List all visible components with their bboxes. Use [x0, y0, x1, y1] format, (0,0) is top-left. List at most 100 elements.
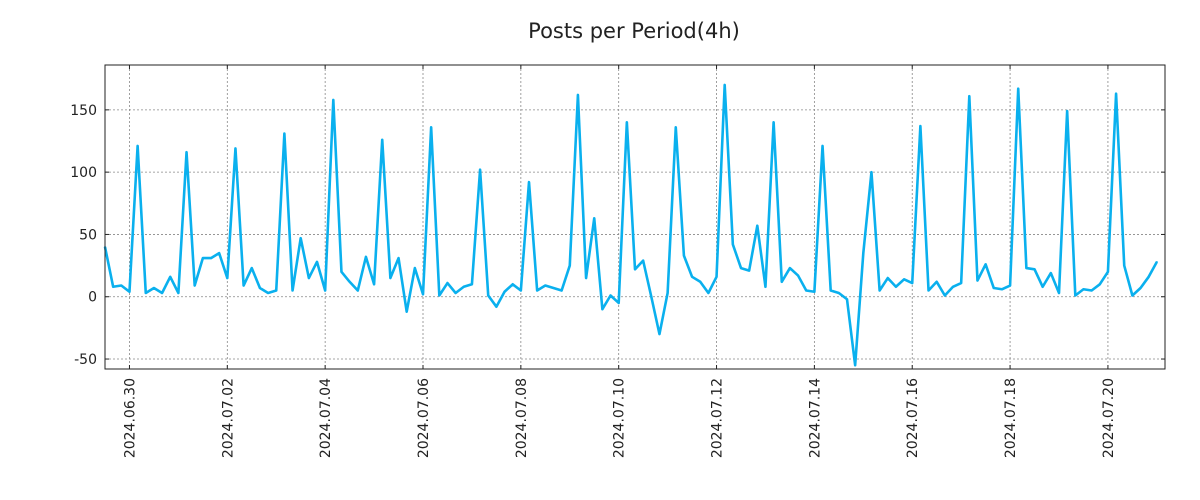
data-point [503, 290, 506, 293]
data-point [348, 280, 351, 283]
data-point [593, 217, 596, 220]
data-point [316, 260, 318, 263]
data-point [1001, 288, 1003, 291]
data-point [120, 284, 123, 287]
data-point [519, 289, 522, 292]
data-point [1090, 289, 1093, 292]
data-point [609, 294, 612, 297]
x-tick-label: 2024.07.14 [807, 378, 823, 458]
data-point [642, 259, 645, 262]
y-tick-label: -50 [74, 352, 97, 368]
data-point [821, 145, 824, 147]
data-point [585, 277, 587, 279]
data-point [634, 268, 636, 271]
data-point [617, 302, 620, 304]
data-point [1017, 87, 1020, 90]
data-point [731, 243, 734, 246]
data-point [161, 292, 163, 294]
data-point [299, 237, 302, 240]
y-axis: 150 100 50 0 -50 [70, 103, 1165, 368]
data-point [528, 181, 530, 184]
x-tick-label: 2024.07.16 [905, 378, 921, 458]
data-point [365, 255, 367, 258]
x-tick-label: 2024.07.04 [318, 378, 334, 458]
data-point [552, 287, 555, 289]
data-point [723, 84, 726, 86]
data-point [544, 284, 547, 287]
data-point [446, 282, 449, 284]
data-point [650, 295, 653, 298]
data-point [674, 126, 677, 129]
data-point [226, 277, 229, 279]
data-point [895, 285, 897, 288]
data-point [1155, 260, 1158, 263]
data-point [201, 257, 204, 260]
data-point [185, 151, 188, 154]
data-point [462, 285, 465, 288]
data-point [862, 252, 865, 255]
data-point [577, 94, 579, 96]
data-point [242, 284, 245, 287]
x-tick-label: 2024.07.18 [1003, 378, 1019, 458]
data-point [1107, 270, 1109, 273]
data-point [381, 138, 384, 141]
data-point [1058, 292, 1060, 294]
x-tick-label: 2024.06.30 [122, 378, 138, 458]
y-tick-label: 0 [88, 290, 97, 306]
data-point [144, 292, 147, 294]
data-point [536, 289, 539, 292]
data-point [250, 267, 253, 269]
data-point [878, 289, 881, 292]
data-point [259, 287, 261, 289]
x-tick-label: 2024.07.02 [220, 378, 236, 458]
data-point [625, 121, 628, 124]
data-point [1131, 294, 1134, 297]
data-point [1041, 285, 1044, 288]
data-point [511, 283, 514, 286]
data-point [479, 168, 481, 171]
data-point [691, 275, 693, 278]
data-point [422, 293, 424, 296]
data-point [332, 98, 335, 101]
data-point [740, 267, 742, 269]
data-point [267, 292, 269, 294]
series-line-posts [103, 83, 1158, 367]
data-point [935, 280, 938, 283]
data-point [683, 254, 685, 257]
x-axis: 2024.06.30 2024.07.02 2024.07.04 2024.07.06… [122, 65, 1117, 458]
data-point [952, 285, 954, 288]
data-point [748, 269, 751, 272]
data-point [495, 305, 498, 308]
x-tick-label: 2024.07.08 [514, 378, 530, 458]
data-point [837, 292, 840, 294]
data-point [356, 289, 359, 292]
data-point [1123, 264, 1126, 267]
data-point [430, 126, 433, 129]
data-point [373, 283, 375, 286]
data-point [780, 280, 783, 283]
data-point [886, 277, 889, 279]
data-point [715, 275, 718, 278]
data-point [1066, 110, 1069, 112]
gridlines [105, 65, 1165, 369]
data-point [846, 298, 848, 301]
data-point [413, 267, 416, 269]
y-tick-label: 50 [79, 227, 97, 243]
data-point [560, 289, 563, 292]
data-point [1115, 92, 1117, 95]
data-point [658, 333, 661, 336]
data-point [438, 294, 441, 297]
data-point [1033, 268, 1036, 271]
data-point [210, 257, 212, 260]
data-point [789, 267, 791, 269]
data-point [1074, 294, 1077, 297]
data-point [177, 292, 180, 294]
data-point [1098, 283, 1101, 286]
data-point [927, 289, 930, 292]
data-point [854, 364, 857, 367]
x-tick-label: 2024.07.10 [612, 378, 628, 458]
data-point [291, 289, 294, 292]
data-point [968, 95, 971, 98]
data-point [601, 308, 604, 311]
